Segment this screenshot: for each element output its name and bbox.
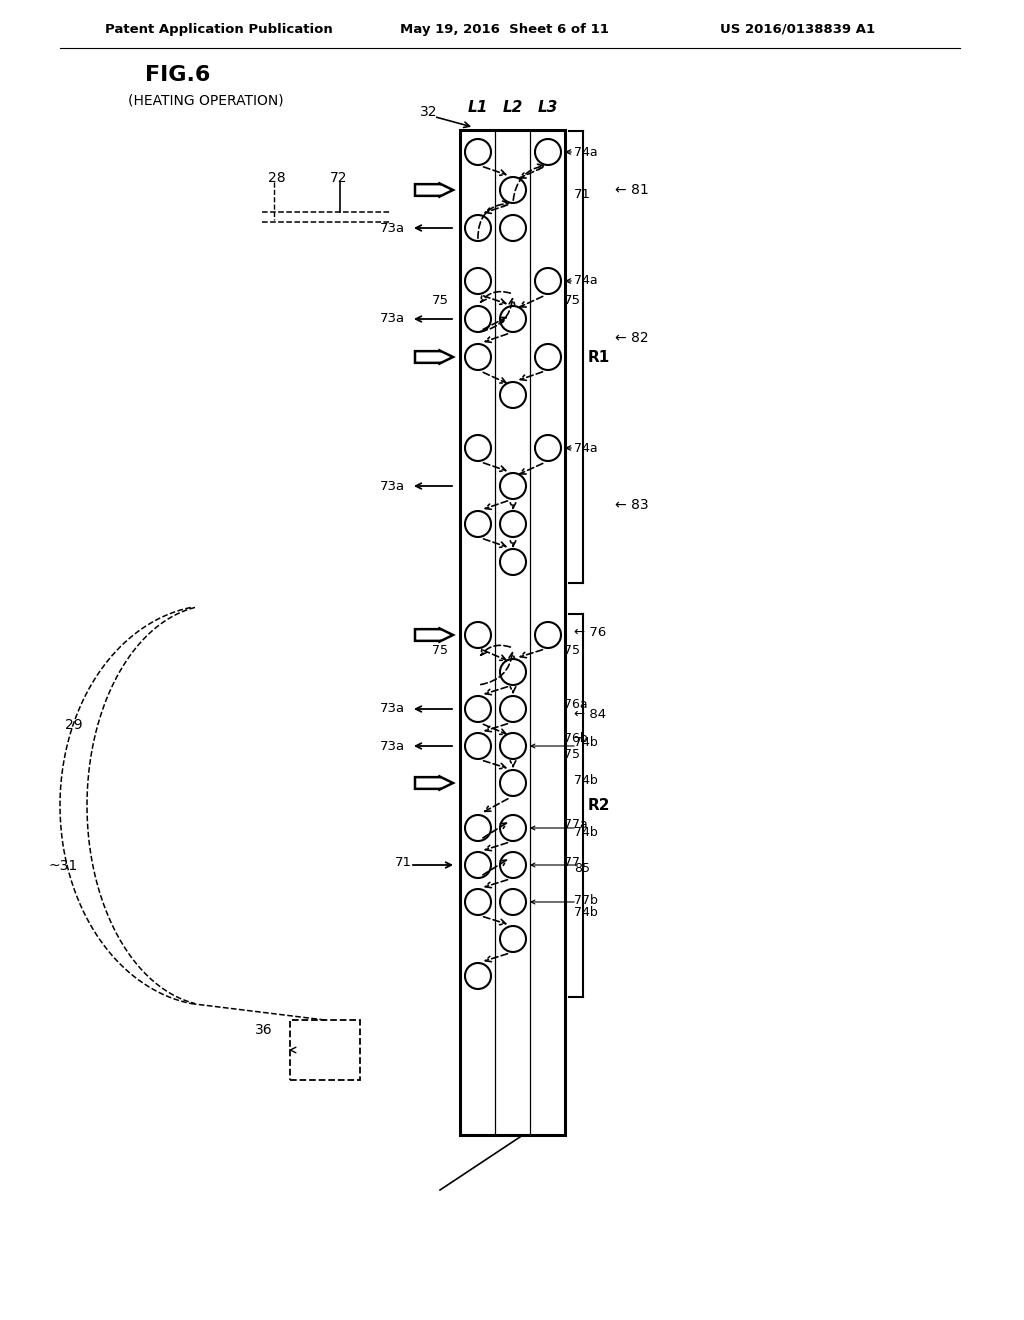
Circle shape xyxy=(465,814,490,841)
Circle shape xyxy=(500,215,526,242)
Text: FIG.6: FIG.6 xyxy=(145,65,210,84)
Circle shape xyxy=(500,770,526,796)
Text: 76b: 76b xyxy=(564,731,588,744)
Bar xyxy=(290,1020,360,1080)
Text: L2: L2 xyxy=(503,100,523,116)
Circle shape xyxy=(500,696,526,722)
Circle shape xyxy=(500,177,526,203)
Text: (HEATING OPERATION): (HEATING OPERATION) xyxy=(128,92,284,107)
Circle shape xyxy=(465,964,490,989)
Text: 74b: 74b xyxy=(574,906,598,919)
Circle shape xyxy=(465,139,490,165)
Circle shape xyxy=(500,659,526,685)
Text: 75: 75 xyxy=(432,293,449,306)
Circle shape xyxy=(465,268,490,294)
Circle shape xyxy=(500,733,526,759)
Circle shape xyxy=(465,511,490,537)
Text: ← 81: ← 81 xyxy=(615,183,649,197)
Circle shape xyxy=(465,696,490,722)
Text: 36: 36 xyxy=(255,1023,272,1038)
Text: 73a: 73a xyxy=(380,222,406,235)
Bar xyxy=(460,129,565,1135)
Circle shape xyxy=(500,888,526,915)
Text: 73a: 73a xyxy=(380,739,406,752)
Text: 75: 75 xyxy=(432,644,449,656)
Circle shape xyxy=(465,622,490,648)
Circle shape xyxy=(500,814,526,841)
Text: 72: 72 xyxy=(330,172,347,185)
Circle shape xyxy=(465,851,490,878)
Circle shape xyxy=(465,733,490,759)
Text: L3: L3 xyxy=(538,100,558,116)
Text: 77b: 77b xyxy=(574,894,598,907)
Text: 71: 71 xyxy=(395,857,412,870)
Circle shape xyxy=(465,306,490,333)
Text: 74a: 74a xyxy=(574,145,598,158)
Text: ~31: ~31 xyxy=(48,858,77,873)
Text: L1: L1 xyxy=(468,100,488,116)
Circle shape xyxy=(500,851,526,878)
Text: 74b: 74b xyxy=(574,775,598,788)
Text: 74a: 74a xyxy=(574,275,598,288)
Text: 74b: 74b xyxy=(574,825,598,838)
Text: 75: 75 xyxy=(564,644,580,656)
Text: 77a: 77a xyxy=(564,817,588,830)
Text: US 2016/0138839 A1: US 2016/0138839 A1 xyxy=(720,22,876,36)
Circle shape xyxy=(465,436,490,461)
Text: 28: 28 xyxy=(268,172,286,185)
Circle shape xyxy=(535,622,561,648)
Text: ← 84: ← 84 xyxy=(574,709,606,722)
Text: 73a: 73a xyxy=(380,702,406,715)
Circle shape xyxy=(465,888,490,915)
Circle shape xyxy=(465,345,490,370)
Circle shape xyxy=(535,139,561,165)
Text: 85: 85 xyxy=(574,862,590,875)
Circle shape xyxy=(535,268,561,294)
Text: ← 76: ← 76 xyxy=(574,626,606,639)
Text: 75: 75 xyxy=(564,293,581,306)
Circle shape xyxy=(500,306,526,333)
Text: May 19, 2016  Sheet 6 of 11: May 19, 2016 Sheet 6 of 11 xyxy=(400,22,609,36)
Circle shape xyxy=(500,511,526,537)
Circle shape xyxy=(500,381,526,408)
Text: R2: R2 xyxy=(588,799,610,813)
Text: 73a: 73a xyxy=(380,479,406,492)
Text: 74b: 74b xyxy=(574,735,598,748)
Text: 29: 29 xyxy=(65,718,83,733)
Text: 74a: 74a xyxy=(574,441,598,454)
Circle shape xyxy=(535,345,561,370)
Circle shape xyxy=(500,473,526,499)
Text: ← 83: ← 83 xyxy=(615,498,648,512)
Text: 71: 71 xyxy=(574,187,591,201)
Circle shape xyxy=(500,927,526,952)
Text: 32: 32 xyxy=(420,106,437,119)
Circle shape xyxy=(465,215,490,242)
Text: 77: 77 xyxy=(564,857,580,870)
Circle shape xyxy=(535,436,561,461)
Text: ← 82: ← 82 xyxy=(615,331,648,345)
Text: R1: R1 xyxy=(588,350,610,364)
Circle shape xyxy=(500,549,526,576)
Text: Patent Application Publication: Patent Application Publication xyxy=(105,22,333,36)
Text: 73a: 73a xyxy=(380,313,406,326)
Text: 75: 75 xyxy=(564,747,580,760)
Text: 76a: 76a xyxy=(564,698,588,711)
